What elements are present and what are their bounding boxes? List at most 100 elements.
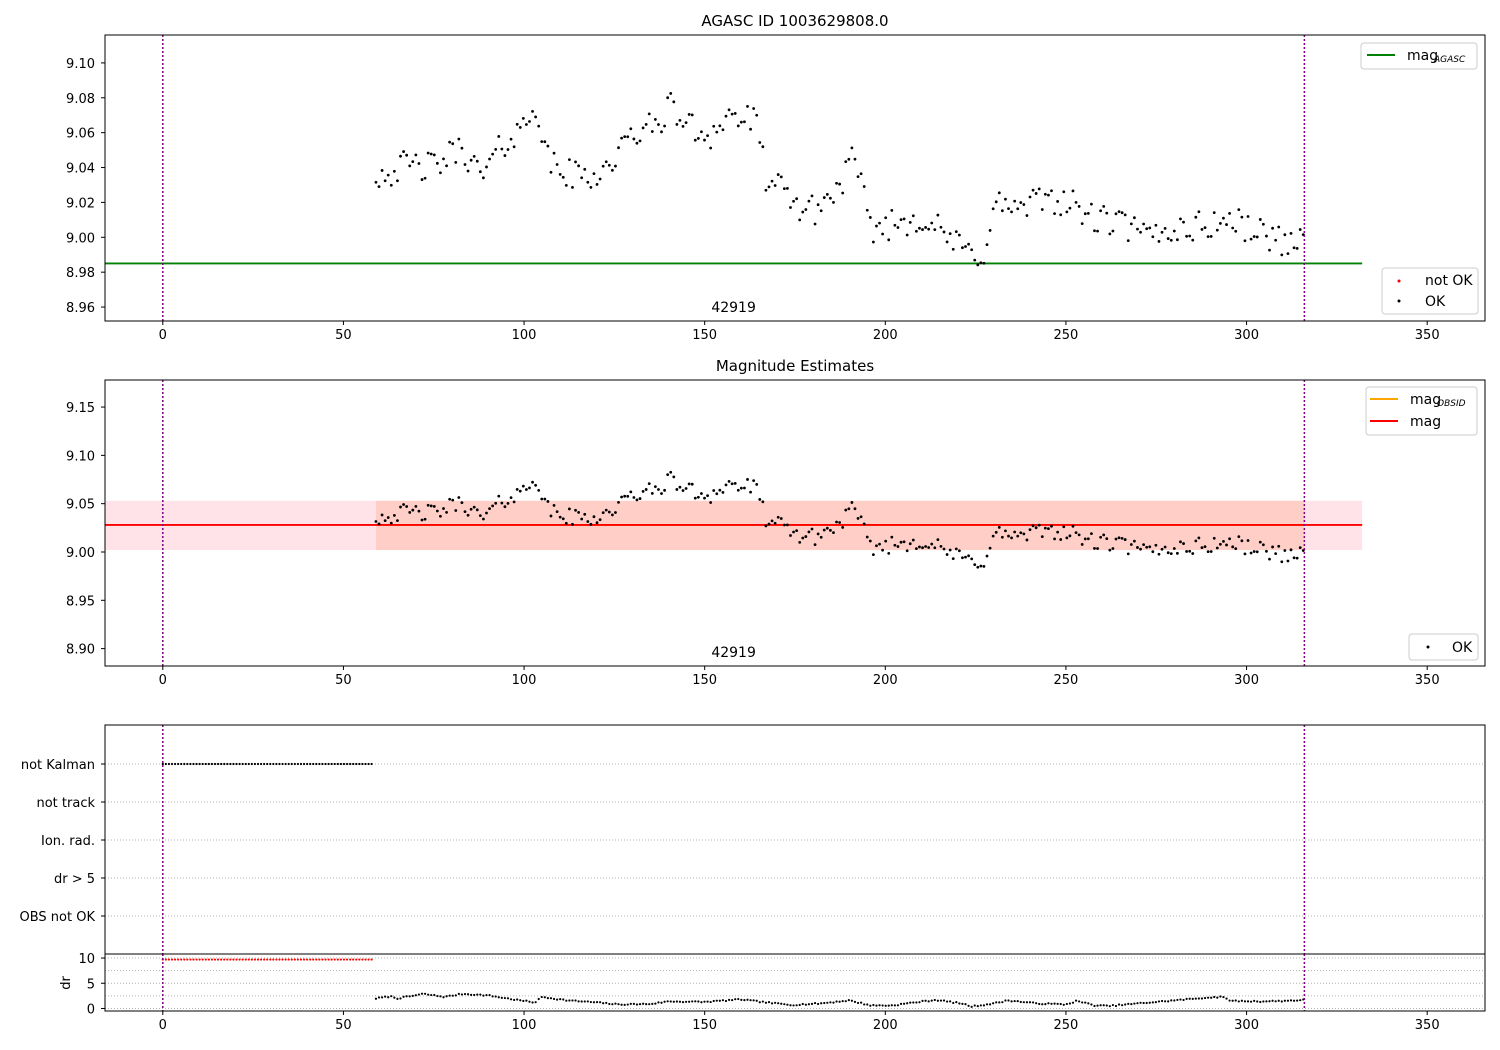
- data-point-ok: [746, 104, 749, 108]
- dr-point-not-ok: [220, 958, 223, 961]
- dr-point-ok: [893, 1004, 896, 1007]
- dr-point-ok: [1007, 999, 1010, 1002]
- dr-point-ok: [377, 996, 381, 999]
- data-point-ok: [773, 521, 777, 525]
- data-point-ok: [776, 515, 780, 519]
- data-point-ok: [875, 224, 878, 228]
- data-point-ok: [792, 530, 795, 534]
- data-point-ok: [583, 512, 587, 516]
- dr-point-not-ok: [263, 958, 266, 961]
- data-point-ok: [1013, 530, 1017, 534]
- flag-point-not-kalman: [318, 762, 321, 766]
- data-point-ok: [908, 220, 912, 224]
- data-point-ok: [561, 517, 565, 521]
- dr-point-ok: [384, 995, 387, 998]
- data-point-ok: [1059, 538, 1063, 541]
- data-point-ok: [1126, 239, 1130, 243]
- dr-point-ok: [1219, 995, 1222, 998]
- data-point-ok: [500, 147, 504, 151]
- data-point-ok: [997, 525, 1001, 529]
- dr-point-ok: [1022, 1001, 1025, 1004]
- data-point-ok: [1077, 533, 1081, 537]
- data-point-ok: [1218, 542, 1222, 546]
- data-point-ok: [567, 158, 571, 162]
- data-point-ok: [973, 563, 977, 567]
- data-point-ok: [764, 524, 768, 528]
- data-point-ok: [1231, 226, 1235, 230]
- data-point-ok: [1182, 220, 1185, 224]
- data-point-ok: [1010, 210, 1013, 214]
- dr-point-not-ok: [299, 958, 303, 961]
- data-point-ok: [635, 498, 639, 502]
- dr-point-ok: [1268, 1000, 1271, 1003]
- dr-point-ok: [457, 992, 460, 995]
- data-point-ok: [561, 175, 565, 179]
- y-tick-label: 8.90: [66, 643, 95, 658]
- dr-point-not-ok: [259, 958, 263, 961]
- dr-point-ok: [841, 1000, 844, 1003]
- dr-point-ok: [586, 1000, 589, 1003]
- data-point-ok: [1277, 544, 1281, 548]
- dr-point-ok: [414, 994, 417, 997]
- dr-point-ok: [1234, 999, 1237, 1002]
- flag-point-not-kalman: [358, 762, 361, 766]
- dr-point-ok: [445, 995, 448, 998]
- data-point-ok: [521, 484, 525, 488]
- data-point-ok: [1225, 543, 1228, 547]
- data-point-ok: [779, 175, 783, 179]
- dr-point-ok: [635, 1003, 639, 1006]
- flag-point-not-kalman: [284, 762, 287, 766]
- data-point-ok: [1000, 535, 1004, 539]
- dr-point-ok: [641, 1002, 645, 1005]
- flag-point-not-kalman: [198, 762, 201, 766]
- data-point-ok: [825, 526, 829, 530]
- dr-point-ok: [666, 1000, 669, 1003]
- data-point-ok: [1289, 231, 1293, 235]
- data-point-ok: [1111, 229, 1115, 233]
- data-point-ok: [703, 138, 706, 142]
- data-point-ok: [1206, 550, 1210, 554]
- data-point-ok: [463, 163, 467, 166]
- data-point-ok: [1163, 226, 1167, 230]
- flag-point-not-kalman: [364, 762, 367, 766]
- data-point-ok: [1271, 226, 1274, 230]
- data-point-ok: [377, 185, 381, 189]
- data-point-ok: [936, 213, 940, 217]
- data-point-ok: [546, 144, 550, 148]
- data-point-ok: [675, 488, 679, 491]
- data-point-ok: [1126, 552, 1130, 556]
- data-point-ok: [469, 507, 473, 511]
- data-point-ok: [482, 517, 485, 521]
- dr-point-ok: [1050, 1002, 1053, 1005]
- dr-point-ok: [740, 998, 743, 1001]
- data-point-ok: [914, 547, 918, 551]
- data-point-ok: [429, 504, 433, 508]
- dr-point-ok: [1059, 1002, 1062, 1006]
- legend-sub-obsid: OBSID: [1437, 399, 1466, 409]
- data-point-ok: [961, 556, 964, 560]
- data-point-ok: [1096, 229, 1099, 233]
- data-point-ok: [779, 517, 783, 520]
- data-point-ok: [997, 191, 1001, 195]
- dr-point-ok: [743, 999, 746, 1002]
- flag-point-not-kalman: [315, 762, 318, 766]
- data-point-ok: [693, 138, 697, 142]
- dr-point-ok: [1127, 1002, 1130, 1005]
- dr-point-ok: [706, 1000, 709, 1003]
- data-point-ok: [454, 509, 458, 512]
- dr-point-ok: [420, 992, 424, 995]
- data-point-ok: [859, 515, 863, 519]
- flag-point-not-kalman: [309, 762, 312, 766]
- data-point-ok: [380, 169, 384, 172]
- data-point-ok: [1148, 226, 1152, 230]
- x-tick-label: 150: [692, 1018, 717, 1033]
- data-point-ok: [509, 137, 513, 141]
- data-point-ok: [1203, 226, 1207, 229]
- data-point-ok: [1231, 545, 1235, 549]
- data-point-ok: [816, 532, 820, 536]
- dr-point-not-ok: [293, 958, 296, 961]
- data-point-ok: [580, 176, 584, 180]
- data-point-ok: [426, 503, 430, 507]
- y-tick-label: 10: [78, 952, 95, 967]
- data-point-ok: [497, 494, 501, 498]
